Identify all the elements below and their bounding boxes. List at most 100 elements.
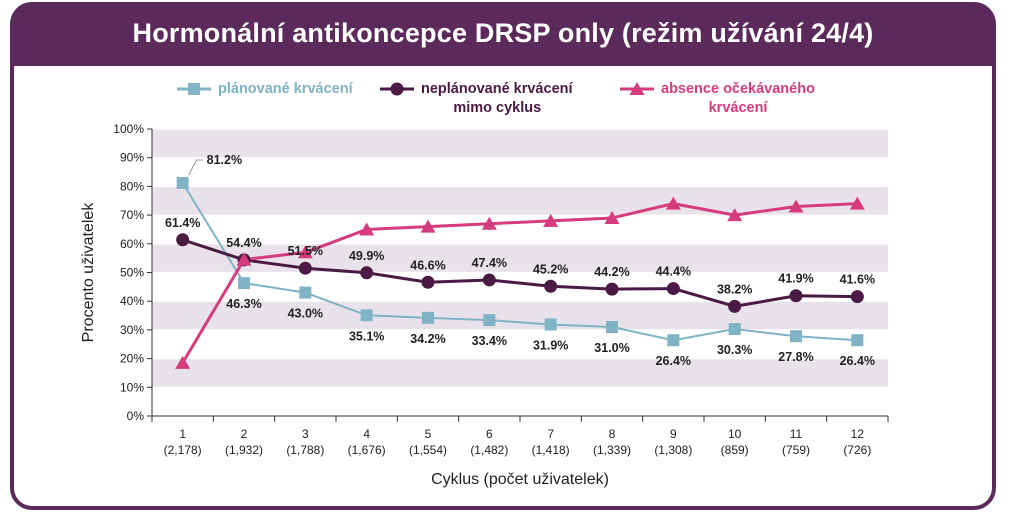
chart-title: Hormonální antikoncepce DRSP only (režim… — [132, 17, 874, 48]
title-bar: Hormonální antikoncepce DRSP only (režim… — [10, 2, 996, 64]
x-tick-label: 3 — [302, 427, 309, 441]
series-line-square — [181, 182, 858, 342]
x-tick-sublabel: (759) — [782, 443, 810, 457]
data-label: 51.5% — [288, 244, 323, 258]
x-tick-sublabel: (1,932) — [225, 443, 263, 457]
x-tick-label: 8 — [609, 427, 616, 441]
data-point-triangle — [665, 196, 681, 210]
plot-band — [152, 358, 888, 388]
data-label: 27.8% — [778, 350, 813, 364]
y-tick-label: 30% — [120, 323, 144, 337]
x-tick-label: 12 — [851, 427, 865, 441]
data-point-circle — [298, 261, 312, 275]
legend-marker — [629, 82, 645, 95]
data-label: 46.6% — [410, 258, 445, 272]
data-point-square — [299, 286, 312, 299]
x-tick-label: 2 — [241, 427, 248, 441]
x-tick-sublabel: (1,788) — [286, 443, 324, 457]
y-tick-label: 80% — [120, 179, 144, 193]
plot-band — [152, 301, 888, 330]
data-label: 30.3% — [717, 343, 752, 357]
x-tick-sublabel: (1,308) — [654, 443, 692, 457]
series-line-circle — [182, 238, 858, 308]
data-point-triangle — [359, 222, 375, 236]
legend-label: mimo cyklus — [453, 100, 541, 116]
y-tick-label: 90% — [120, 151, 144, 165]
x-tick-sublabel: (726) — [843, 443, 871, 457]
data-point-square — [728, 323, 741, 336]
data-label: 46.3% — [226, 297, 261, 311]
y-tick-label: 40% — [120, 294, 144, 308]
data-point-triangle — [297, 245, 313, 259]
data-point-triangle — [420, 219, 436, 233]
data-point-square — [790, 330, 802, 343]
x-tick-sublabel: (1,554) — [409, 443, 447, 457]
data-label: 34.2% — [410, 332, 445, 346]
data-point-triangle — [175, 355, 191, 369]
data-point-circle — [605, 282, 619, 296]
data-point-triangle — [604, 210, 620, 224]
x-tick-label: 9 — [670, 427, 677, 441]
plot-band — [152, 129, 888, 158]
plot-band — [152, 186, 888, 216]
data-point-triangle — [849, 196, 865, 210]
data-point-square — [422, 311, 434, 324]
y-tick-label: 10% — [120, 380, 144, 394]
data-label: 54.4% — [226, 236, 261, 250]
y-tick-label: 0% — [127, 409, 145, 423]
y-tick-label: 100% — [113, 122, 144, 136]
data-point-circle — [728, 299, 742, 313]
series-line-triangle — [181, 202, 858, 364]
x-tick-sublabel: (2,178) — [164, 443, 202, 457]
x-tick-label: 4 — [363, 427, 370, 441]
data-label: 44.4% — [656, 265, 691, 279]
data-label: 44.2% — [594, 265, 629, 279]
y-tick-label: 60% — [120, 237, 144, 251]
data-label: 38.2% — [717, 282, 752, 296]
data-point-triangle — [236, 252, 252, 266]
data-label: 31.0% — [594, 341, 629, 355]
data-label: 26.4% — [656, 354, 691, 368]
data-point-square — [483, 314, 496, 327]
data-label: 49.9% — [349, 249, 384, 263]
x-tick-sublabel: (1,418) — [532, 443, 570, 457]
data-label: 43.0% — [288, 307, 323, 321]
data-point-circle — [850, 290, 864, 304]
data-point-triangle — [543, 213, 559, 227]
data-point-triangle — [481, 216, 497, 230]
data-point-square — [606, 321, 618, 334]
plot-band — [152, 243, 888, 273]
data-point-circle — [666, 282, 680, 296]
plot-band — [152, 157, 888, 187]
data-point-square — [851, 334, 864, 347]
legend-label: krvácení — [709, 100, 769, 116]
data-point-triangle — [788, 199, 804, 213]
data-label: 47.4% — [472, 256, 507, 270]
data-label: 26.4% — [840, 354, 875, 368]
data-label: 45.2% — [533, 262, 568, 276]
data-label: 31.9% — [533, 338, 568, 352]
plot-band — [152, 329, 888, 359]
legend-marker — [188, 83, 200, 95]
x-tick-label: 1 — [179, 427, 186, 441]
data-point-circle — [482, 273, 496, 287]
y-tick-label: 50% — [120, 266, 144, 280]
y-tick-label: 20% — [120, 352, 144, 366]
y-axis-title: Procento uživatelek — [80, 202, 97, 343]
data-point-circle — [789, 289, 803, 303]
x-tick-label: 11 — [790, 427, 803, 441]
x-tick-label: 5 — [425, 427, 432, 441]
data-point-circle — [176, 233, 190, 247]
data-point-circle — [421, 275, 435, 289]
data-point-square — [360, 309, 373, 322]
data-point-circle — [544, 279, 558, 293]
x-tick-label: 10 — [728, 427, 742, 441]
data-point-square — [176, 176, 189, 189]
legend-marker — [390, 82, 404, 96]
data-point-square — [667, 334, 680, 347]
legend-label: absence očekávaného — [661, 81, 815, 97]
x-tick-sublabel: (1,676) — [348, 443, 386, 457]
data-label: 35.1% — [349, 329, 384, 343]
legend-label: neplánované krvácení — [421, 81, 573, 97]
